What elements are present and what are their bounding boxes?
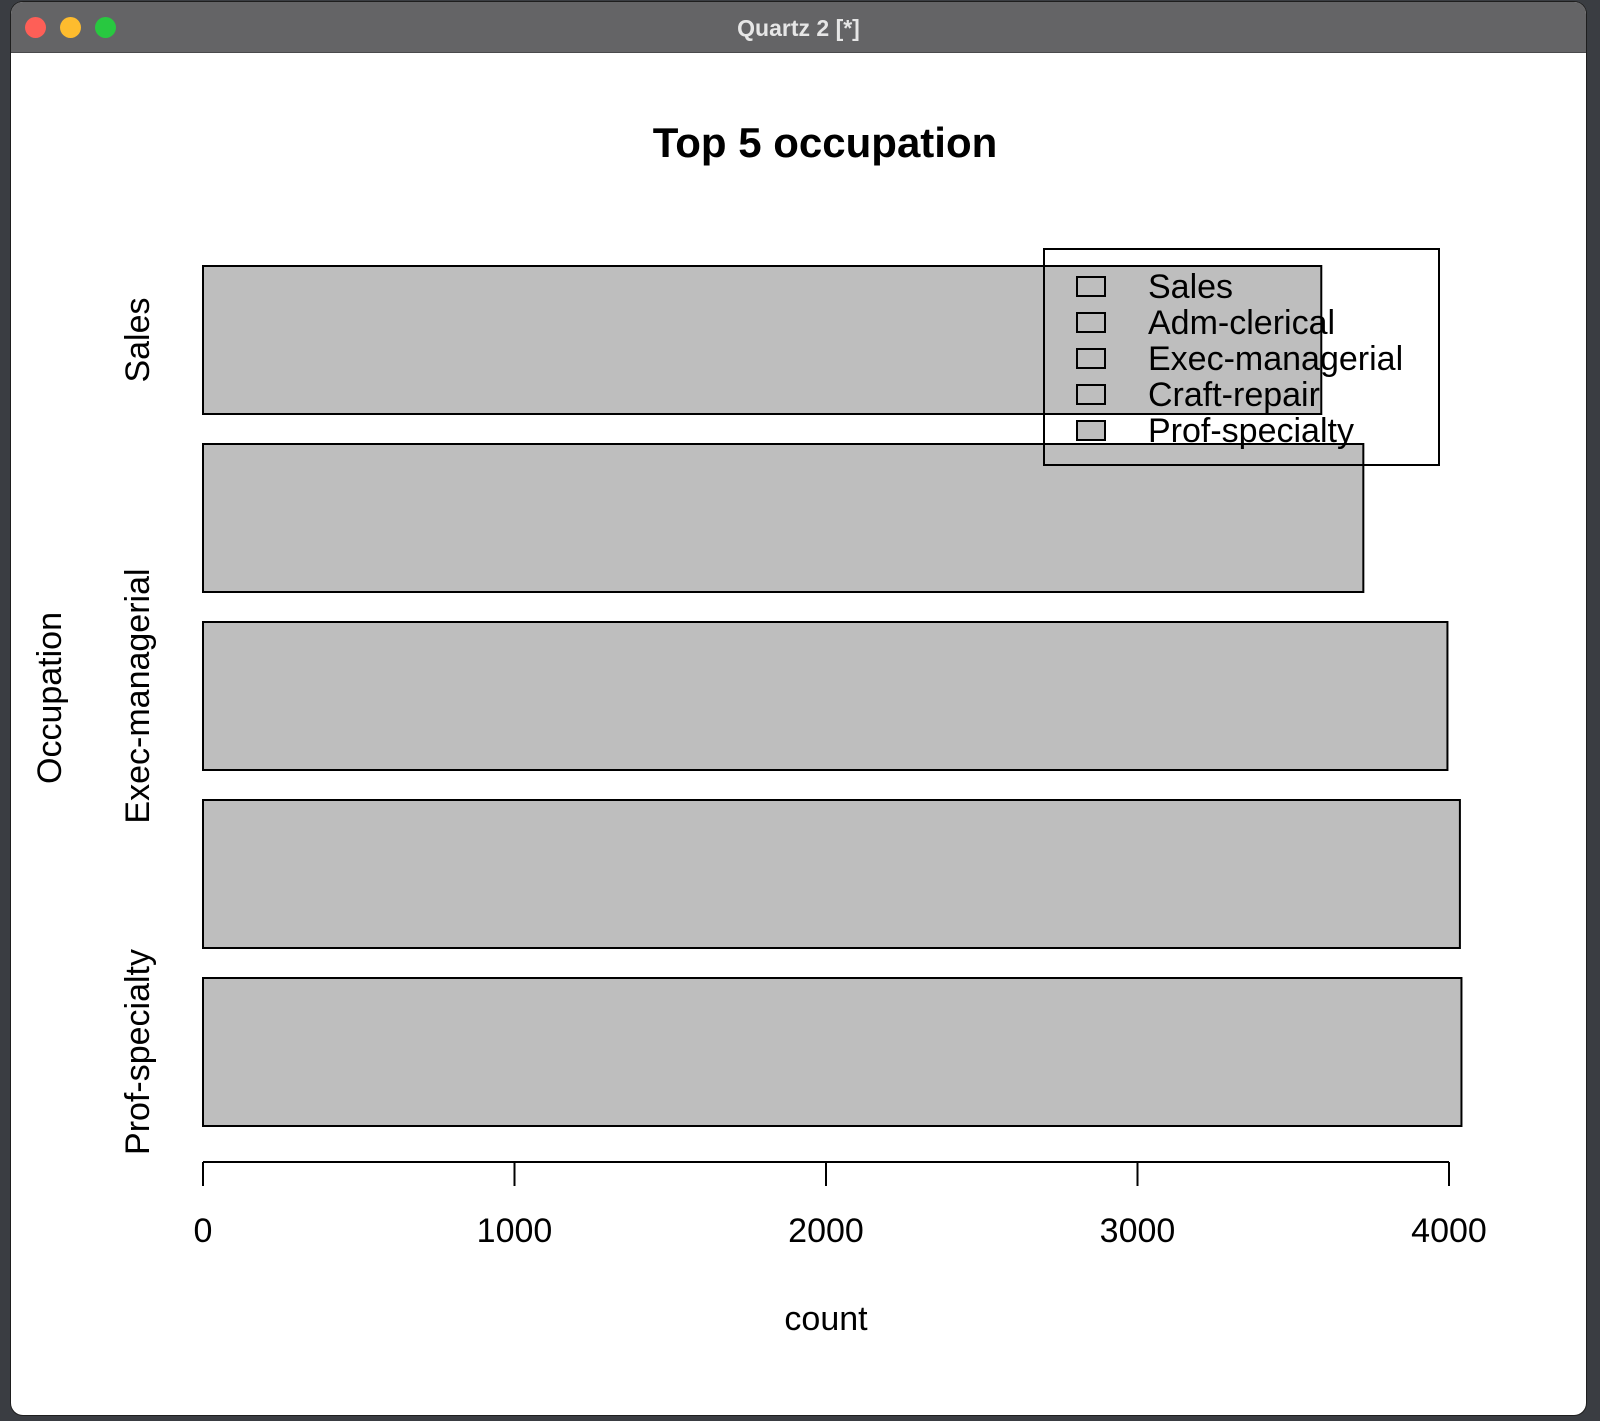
- legend-entry: Prof-specialty: [1148, 412, 1354, 450]
- y-axis-label: Occupation: [31, 612, 69, 784]
- y-tick-label: Exec-managerial: [119, 568, 157, 823]
- x-tick-label: 4000: [1411, 1212, 1487, 1250]
- zoom-window-button[interactable]: [95, 17, 116, 38]
- legend-swatch: [1076, 348, 1106, 369]
- chart-title: Top 5 occupation: [653, 119, 998, 166]
- legend-box: [1043, 248, 1440, 466]
- legend-swatch: [1076, 276, 1106, 297]
- x-tick-label: 1000: [477, 1212, 553, 1250]
- legend-entry: Exec-managerial: [1148, 340, 1403, 378]
- bar-adm-clerical: [202, 443, 1365, 593]
- bar-craft-repair: [202, 799, 1461, 949]
- legend-entry: Adm-clerical: [1148, 304, 1335, 342]
- bar-sales: [202, 265, 1323, 415]
- x-axis-label: count: [784, 1300, 868, 1338]
- x-tick-label: 0: [194, 1212, 213, 1250]
- bar-exec-managerial: [202, 621, 1449, 771]
- x-tick-label: 3000: [1100, 1212, 1176, 1250]
- bar-chart: Top 5 occupation Sales Exec-managerial Prof…: [31, 119, 1487, 1338]
- title-bar: Quartz 2 [*]: [11, 2, 1586, 53]
- close-window-button[interactable]: [25, 17, 46, 38]
- plot-window: Quartz 2 [*] Top 5 occupation Sales Exec-m…: [11, 2, 1586, 1415]
- legend-swatch: [1076, 420, 1106, 441]
- legend-swatch: [1076, 384, 1106, 405]
- x-tick-label: 2000: [788, 1212, 864, 1250]
- y-tick-label: Prof-specialty: [119, 949, 157, 1155]
- y-tick-label: Sales: [119, 297, 157, 382]
- bar-prof-specialty: [202, 977, 1463, 1127]
- window-title: Quartz 2 [*]: [737, 15, 860, 41]
- legend-entry: Sales: [1148, 268, 1233, 306]
- legend-swatch: [1076, 312, 1106, 333]
- minimize-window-button[interactable]: [60, 17, 81, 38]
- legend-entry: Craft-repair: [1148, 376, 1320, 414]
